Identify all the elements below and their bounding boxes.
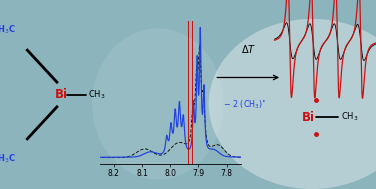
Text: CH$_3$: CH$_3$ — [341, 111, 359, 123]
Text: $-$ 2 (CH$_3$)$^{\bullet}$: $-$ 2 (CH$_3$)$^{\bullet}$ — [223, 98, 266, 111]
Ellipse shape — [209, 19, 376, 189]
Text: H$_3$C: H$_3$C — [0, 24, 15, 36]
Text: CH$_3$: CH$_3$ — [88, 88, 106, 101]
Text: Bi: Bi — [55, 88, 67, 101]
Text: H$_3$C: H$_3$C — [0, 153, 15, 165]
Text: $\Delta T$: $\Delta T$ — [241, 43, 256, 55]
Text: Bi: Bi — [302, 111, 314, 124]
Ellipse shape — [92, 28, 224, 180]
